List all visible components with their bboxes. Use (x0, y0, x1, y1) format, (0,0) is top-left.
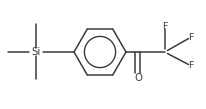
Text: F: F (188, 61, 194, 71)
Text: F: F (188, 32, 194, 42)
Text: F: F (162, 21, 168, 31)
Text: O: O (134, 73, 142, 83)
Text: Si: Si (31, 47, 41, 57)
